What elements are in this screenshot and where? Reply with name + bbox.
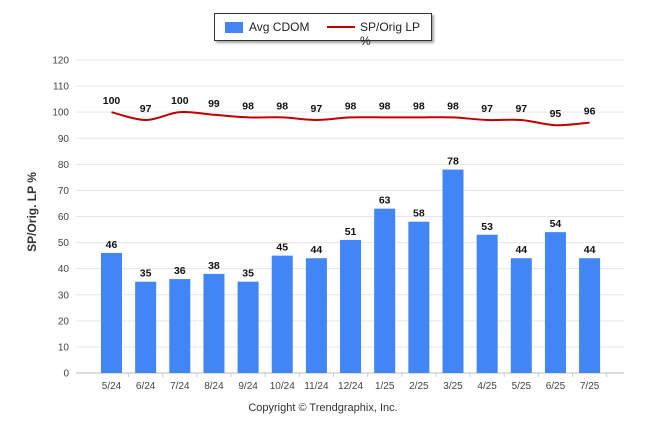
bar-value-label: 78 — [447, 156, 459, 168]
line-value-label: 97 — [140, 103, 152, 115]
x-tick-label: 6/24 — [136, 381, 156, 392]
bar — [135, 281, 157, 373]
bar-value-label: 44 — [515, 244, 527, 256]
x-tick-label: 8/24 — [204, 381, 224, 392]
x-tick-label: 7/24 — [170, 381, 190, 392]
x-tick-label: 5/25 — [512, 381, 532, 392]
bar-value-label: 44 — [311, 244, 323, 256]
y-tick-label: 40 — [58, 264, 70, 275]
bar — [101, 253, 122, 373]
legend-bar-swatch — [225, 22, 243, 33]
line-value-label: 97 — [481, 103, 493, 115]
line-value-label: 98 — [447, 100, 459, 112]
y-tick-label: 20 — [58, 316, 70, 327]
y-tick-label: 80 — [58, 160, 70, 171]
bar — [408, 221, 430, 373]
x-tick-label: 3/25 — [443, 381, 463, 392]
y-axis-label: SP/Orig. LP % — [25, 172, 39, 252]
line-value-label: 98 — [345, 100, 357, 112]
y-tick-label: 120 — [52, 56, 69, 67]
line-series — [111, 110, 590, 127]
x-axis-ticks: 5/24 6/24 7/24 8/24 9/24 10/24 11/24 12/24 1/25 2… — [102, 373, 608, 392]
y-tick-label: 30 — [58, 290, 70, 301]
line-value-label: 98 — [276, 100, 288, 112]
line-value-label: 97 — [515, 103, 527, 115]
line-value-labels: 100 97 100 99 98 98 97 98 98 98 98 97 97 95 96 — [103, 95, 596, 120]
bar — [203, 273, 225, 373]
bar-value-label: 46 — [106, 239, 118, 251]
bar — [169, 279, 191, 373]
bar — [305, 258, 327, 373]
y-tick-label: 70 — [58, 186, 70, 197]
x-tick-label: 7/25 — [580, 381, 600, 392]
legend: Avg CDOM SP/Orig LP % — [214, 13, 432, 48]
bar-value-label: 36 — [174, 265, 186, 277]
bar — [271, 255, 293, 373]
y-tick-label: 50 — [58, 238, 70, 249]
bars — [101, 169, 601, 373]
bar-value-label: 35 — [242, 268, 254, 280]
line-value-label: 98 — [413, 100, 425, 112]
y-axis-ticks: 0 10 20 30 40 50 60 70 80 90 100 110 120 — [52, 56, 69, 380]
bar-value-label: 54 — [550, 218, 562, 230]
y-tick-label: 0 — [63, 369, 69, 380]
x-tick-label: 2/25 — [409, 381, 429, 392]
x-tick-label: 10/24 — [270, 381, 295, 392]
line-value-label: 99 — [208, 98, 220, 110]
y-tick-label: 110 — [53, 82, 69, 93]
line-value-label: 96 — [584, 106, 596, 118]
bar-value-label: 53 — [481, 221, 493, 233]
legend-bar-label: Avg CDOM — [249, 20, 310, 34]
x-tick-label: 9/24 — [238, 381, 258, 392]
bar — [476, 234, 498, 373]
line-series-path — [111, 110, 590, 127]
bar-value-label: 44 — [584, 244, 596, 256]
bar-value-label: 35 — [140, 268, 152, 280]
y-tick-label: 100 — [52, 108, 69, 119]
x-tick-label: 1/25 — [375, 381, 395, 392]
copyright-text: Copyright © Trendgraphix, Inc. — [248, 402, 398, 414]
bar-value-label: 51 — [345, 226, 357, 238]
legend-line-swatch — [327, 26, 355, 28]
line-value-label: 100 — [103, 95, 121, 107]
line-value-label: 100 — [171, 95, 189, 107]
line-value-label: 98 — [242, 100, 254, 112]
y-tick-label: 90 — [58, 134, 70, 145]
bar — [374, 208, 396, 373]
x-tick-label: 6/25 — [546, 381, 566, 392]
x-tick-label: 4/25 — [477, 381, 497, 392]
x-tick-label: 12/24 — [338, 381, 363, 392]
x-tick-label: 11/24 — [304, 381, 329, 392]
line-value-label: 95 — [550, 108, 562, 120]
bar — [579, 258, 601, 373]
bar — [544, 232, 566, 373]
bar — [510, 258, 532, 373]
x-tick-label: 5/24 — [102, 381, 122, 392]
bar-value-label: 38 — [208, 260, 220, 272]
bar-value-labels: 46 35 36 38 35 45 44 51 63 58 78 53 44 54 44 — [106, 156, 596, 280]
line-value-label: 97 — [311, 103, 323, 115]
bar — [442, 169, 464, 373]
bar — [340, 239, 362, 373]
legend-line-label: SP/Orig LP % — [360, 20, 420, 48]
bar-value-label: 58 — [413, 208, 425, 220]
y-tick-label: 60 — [58, 212, 70, 223]
y-tick-label: 10 — [58, 342, 70, 353]
bar-value-label: 45 — [276, 242, 288, 254]
bar-value-label: 63 — [379, 195, 391, 207]
bar — [237, 281, 259, 373]
line-value-label: 98 — [379, 100, 391, 112]
